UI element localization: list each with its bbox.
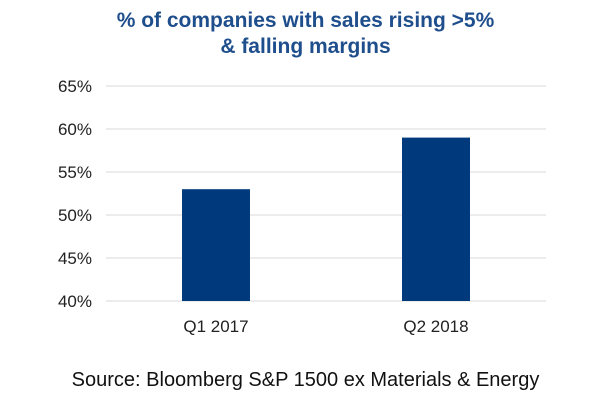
x-tick-label: Q1 2017 — [183, 317, 248, 336]
chart-title: % of companies with sales rising >5% — [116, 9, 495, 32]
chart-subtitle: & falling margins — [220, 35, 391, 58]
bar-q2-2018 — [402, 137, 470, 301]
grid-lines — [106, 85, 546, 302]
source-note: Source: Bloomberg S&P 1500 ex Materials … — [71, 369, 540, 391]
y-tick-label: 55% — [58, 163, 92, 182]
y-tick-label: 50% — [58, 206, 92, 225]
y-tick-label: 45% — [58, 249, 92, 268]
y-tick-label: 65% — [58, 77, 92, 96]
y-tick-label: 60% — [58, 120, 92, 139]
x-axis-tick-labels: Q1 2017 Q2 2018 — [183, 317, 468, 336]
y-tick-label: 40% — [58, 292, 92, 311]
y-axis-tick-labels: 40% 45% 50% 55% 60% 65% — [58, 77, 92, 311]
bars — [182, 137, 470, 301]
x-tick-label: Q2 2018 — [403, 317, 468, 336]
bar-q1-2017 — [182, 189, 250, 301]
